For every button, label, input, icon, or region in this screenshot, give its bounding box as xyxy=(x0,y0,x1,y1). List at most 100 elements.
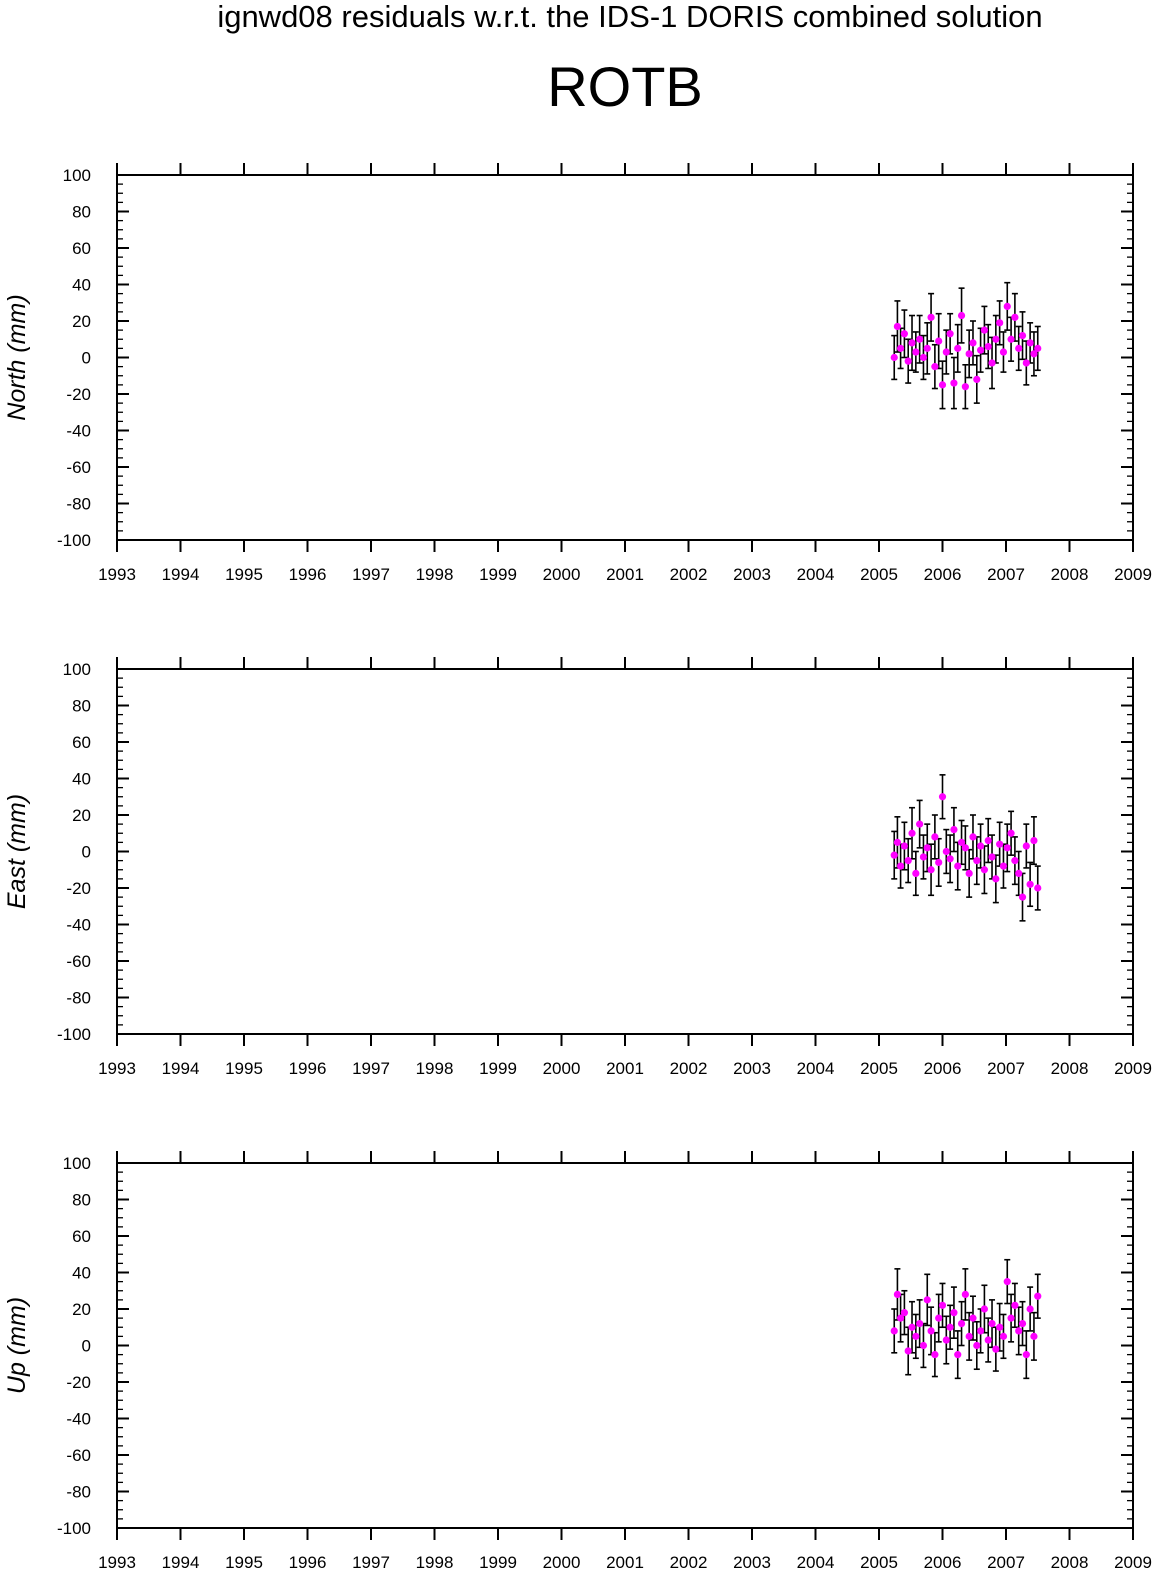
north-y-tick-label: 0 xyxy=(82,349,91,368)
east-x-tick-label: 1993 xyxy=(98,1059,136,1078)
up-data-point xyxy=(923,1296,931,1304)
north-data-point xyxy=(1011,313,1019,321)
east-data-point xyxy=(973,857,981,865)
east-data-point xyxy=(961,844,969,852)
north-data-point xyxy=(900,330,909,338)
up-x-tick-label: 2007 xyxy=(987,1553,1025,1572)
north-x-tick-label: 1998 xyxy=(416,565,454,584)
up-data-point xyxy=(965,1332,973,1340)
east-x-tick-label: 2007 xyxy=(987,1059,1025,1078)
east-x-tick-label: 1994 xyxy=(162,1059,200,1078)
north-x-tick-label: 2002 xyxy=(670,565,708,584)
north-y-tick-label: -20 xyxy=(66,385,91,404)
north-y-tick-label: -60 xyxy=(66,458,91,477)
up-data-point xyxy=(1015,1327,1023,1335)
north-data-point xyxy=(916,335,924,343)
east-data-point xyxy=(935,858,943,867)
east-data-point xyxy=(931,833,939,841)
north-x-tick-label: 2006 xyxy=(924,565,962,584)
up-y-tick-label: -60 xyxy=(66,1446,91,1465)
up-data-point xyxy=(954,1351,962,1359)
north-data-point xyxy=(999,348,1008,356)
up-x-tick-label: 1998 xyxy=(416,1553,454,1572)
up-data-point xyxy=(938,1301,947,1309)
up-data-point xyxy=(969,1314,977,1322)
north-data-point xyxy=(923,344,931,352)
up-data-point xyxy=(904,1347,912,1355)
up-data-point xyxy=(1018,1320,1027,1328)
east-data-point xyxy=(912,869,920,878)
north-x-tick-label: 2005 xyxy=(860,565,898,584)
north-y-tick-label: -80 xyxy=(66,495,91,514)
north-y-tick-label: 20 xyxy=(72,312,91,331)
east-data-point xyxy=(957,838,966,846)
north-x-tick-label: 2007 xyxy=(987,565,1025,584)
north-data-point xyxy=(1022,359,1030,367)
east-x-tick-label: 2004 xyxy=(797,1059,835,1078)
east-data-point xyxy=(896,862,905,870)
east-y-tick-label: -60 xyxy=(66,952,91,971)
up-data-point xyxy=(977,1327,985,1335)
east-data-point xyxy=(890,851,898,859)
up-x-tick-label: 1993 xyxy=(98,1553,136,1572)
up-data-point xyxy=(950,1309,958,1317)
up-x-tick-label: 2002 xyxy=(670,1553,708,1572)
north-data-point xyxy=(977,346,985,354)
up-data-point xyxy=(900,1309,909,1317)
up-y-tick-label: 80 xyxy=(72,1191,91,1210)
up-data-point xyxy=(942,1336,950,1344)
east-x-tick-label: 1995 xyxy=(225,1059,263,1078)
up-y-tick-label: -80 xyxy=(66,1483,91,1502)
east-y-tick-label: -20 xyxy=(66,879,91,898)
north-x-tick-label: 2000 xyxy=(543,565,581,584)
east-data-point xyxy=(996,840,1004,848)
up-data-point xyxy=(935,1314,943,1322)
east-data-point xyxy=(980,866,989,874)
up-data-point xyxy=(988,1320,996,1328)
east-data-point xyxy=(908,829,916,837)
east-data-point xyxy=(988,853,996,861)
north-data-point xyxy=(1007,335,1015,343)
up-x-tick-label: 2008 xyxy=(1051,1553,1089,1572)
north-data-point xyxy=(912,348,920,356)
up-y-tick-label: 20 xyxy=(72,1300,91,1319)
north-data-point xyxy=(988,359,996,367)
east-data-point xyxy=(1007,829,1015,837)
east-data-point xyxy=(1034,884,1042,892)
east-data-point xyxy=(950,826,958,834)
east-data-point xyxy=(965,869,973,878)
east-x-tick-label: 1997 xyxy=(352,1059,390,1078)
east-data-point xyxy=(1030,836,1038,845)
east-data-point xyxy=(946,855,954,863)
north-y-tick-label: 40 xyxy=(72,276,91,295)
east-data-point xyxy=(927,866,935,874)
north-data-point xyxy=(980,326,989,334)
east-x-tick-label: 2006 xyxy=(924,1059,962,1078)
up-x-tick-label: 2005 xyxy=(860,1553,898,1572)
up-y-tick-label: 0 xyxy=(82,1337,91,1356)
up-data-point xyxy=(996,1323,1004,1331)
north-data-point xyxy=(1026,339,1034,347)
up-y-tick-label: -100 xyxy=(57,1519,91,1538)
up-data-point xyxy=(1034,1292,1042,1300)
east-x-tick-label: 1999 xyxy=(479,1059,517,1078)
north-data-point xyxy=(1030,350,1038,358)
east-data-point xyxy=(938,793,947,801)
north-data-point xyxy=(893,322,902,331)
north-data-point xyxy=(919,353,928,362)
east-data-point xyxy=(900,842,909,850)
station-name: ROTB xyxy=(547,55,703,118)
east-data-point xyxy=(1003,844,1011,852)
up-data-point xyxy=(919,1341,928,1350)
north-data-point xyxy=(942,348,950,356)
up-data-point xyxy=(1003,1278,1011,1286)
north-data-point xyxy=(954,344,962,352)
north-data-point xyxy=(996,319,1004,327)
east-axis-label: East (mm) xyxy=(3,794,31,909)
north-data-point xyxy=(904,357,912,365)
north-data-point xyxy=(927,313,935,321)
east-y-tick-label: -100 xyxy=(57,1025,91,1044)
north-data-point xyxy=(1034,344,1042,352)
up-data-point xyxy=(1030,1332,1038,1340)
